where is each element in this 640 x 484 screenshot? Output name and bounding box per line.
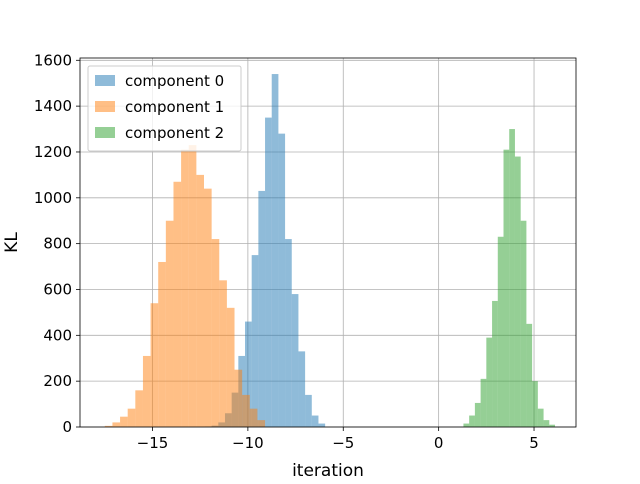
histogram-bar — [181, 150, 189, 427]
x-tick-label: −15 — [137, 434, 169, 452]
histogram-bar — [196, 175, 204, 427]
y-tick-label: 1200 — [34, 143, 72, 161]
histogram-bar — [212, 239, 220, 427]
y-tick-label: 0 — [62, 418, 72, 436]
histogram-bar — [252, 255, 259, 427]
histogram-bar — [521, 221, 527, 427]
histogram-bar — [250, 409, 258, 427]
legend-label: component 1 — [125, 98, 224, 116]
histogram-bar — [128, 409, 136, 427]
histogram-bar — [120, 417, 128, 427]
histogram-bar — [285, 239, 292, 427]
histogram-bar — [219, 280, 227, 427]
histogram-bar — [143, 356, 151, 427]
histogram-bar — [112, 422, 120, 427]
series-2-bars — [463, 129, 555, 427]
legend-swatch — [95, 101, 115, 112]
histogram-bar — [173, 182, 181, 427]
histogram-bar — [486, 338, 492, 427]
histogram-bar — [166, 221, 174, 427]
histogram-bar — [532, 381, 538, 427]
histogram-bar — [204, 189, 212, 427]
histogram-bar — [298, 351, 305, 427]
legend-label: component 0 — [125, 72, 224, 90]
series-1-bars — [105, 145, 265, 427]
histogram-bar — [189, 145, 197, 427]
histogram-bar — [135, 390, 143, 427]
x-tick-label: 5 — [529, 434, 539, 452]
y-tick-label: 800 — [43, 235, 72, 253]
y-tick-label: 1000 — [34, 189, 72, 207]
y-tick-label: 400 — [43, 326, 72, 344]
legend: component 0 component 1 component 2 — [88, 66, 241, 151]
histogram-bar — [158, 262, 166, 427]
histogram-bar — [538, 409, 544, 427]
legend-swatch — [95, 127, 115, 138]
y-tick-label: 200 — [43, 372, 72, 390]
histogram-bar — [318, 424, 325, 427]
legend-swatch — [95, 75, 115, 86]
histogram-bar — [278, 134, 285, 427]
histogram-bar — [292, 294, 299, 427]
histogram-bar — [272, 74, 279, 427]
histogram-bar — [227, 308, 235, 427]
histogram-bar — [258, 191, 265, 427]
y-tick-label: 1400 — [34, 97, 72, 115]
histogram-bar — [151, 303, 159, 427]
histogram-bar — [509, 129, 515, 427]
histogram-bar — [504, 150, 510, 427]
histogram-bar — [265, 118, 272, 427]
y-tick-label: 600 — [43, 280, 72, 298]
histogram-bar — [463, 424, 469, 427]
y-axis-label: KL — [2, 232, 22, 253]
histogram-bar — [475, 403, 481, 427]
legend-label: component 2 — [125, 124, 224, 142]
y-tick-label: 1600 — [34, 51, 72, 69]
histogram-bar — [469, 416, 475, 427]
histogram-bar — [235, 370, 243, 427]
x-tick-label: −5 — [332, 434, 354, 452]
histogram-bar — [242, 395, 250, 427]
histogram-bar — [492, 301, 498, 427]
histogram-bar — [544, 420, 550, 427]
histogram-bar — [515, 157, 521, 427]
histogram-bar — [498, 237, 504, 427]
histogram-bar — [257, 420, 265, 427]
histogram-bar — [312, 416, 319, 427]
x-tick-label: 0 — [434, 434, 444, 452]
x-axis-label: iteration — [292, 461, 364, 480]
x-tick-label: −10 — [232, 434, 264, 452]
histogram-bar — [526, 324, 532, 427]
histogram-bar — [481, 379, 487, 427]
histogram-bar — [305, 395, 312, 427]
